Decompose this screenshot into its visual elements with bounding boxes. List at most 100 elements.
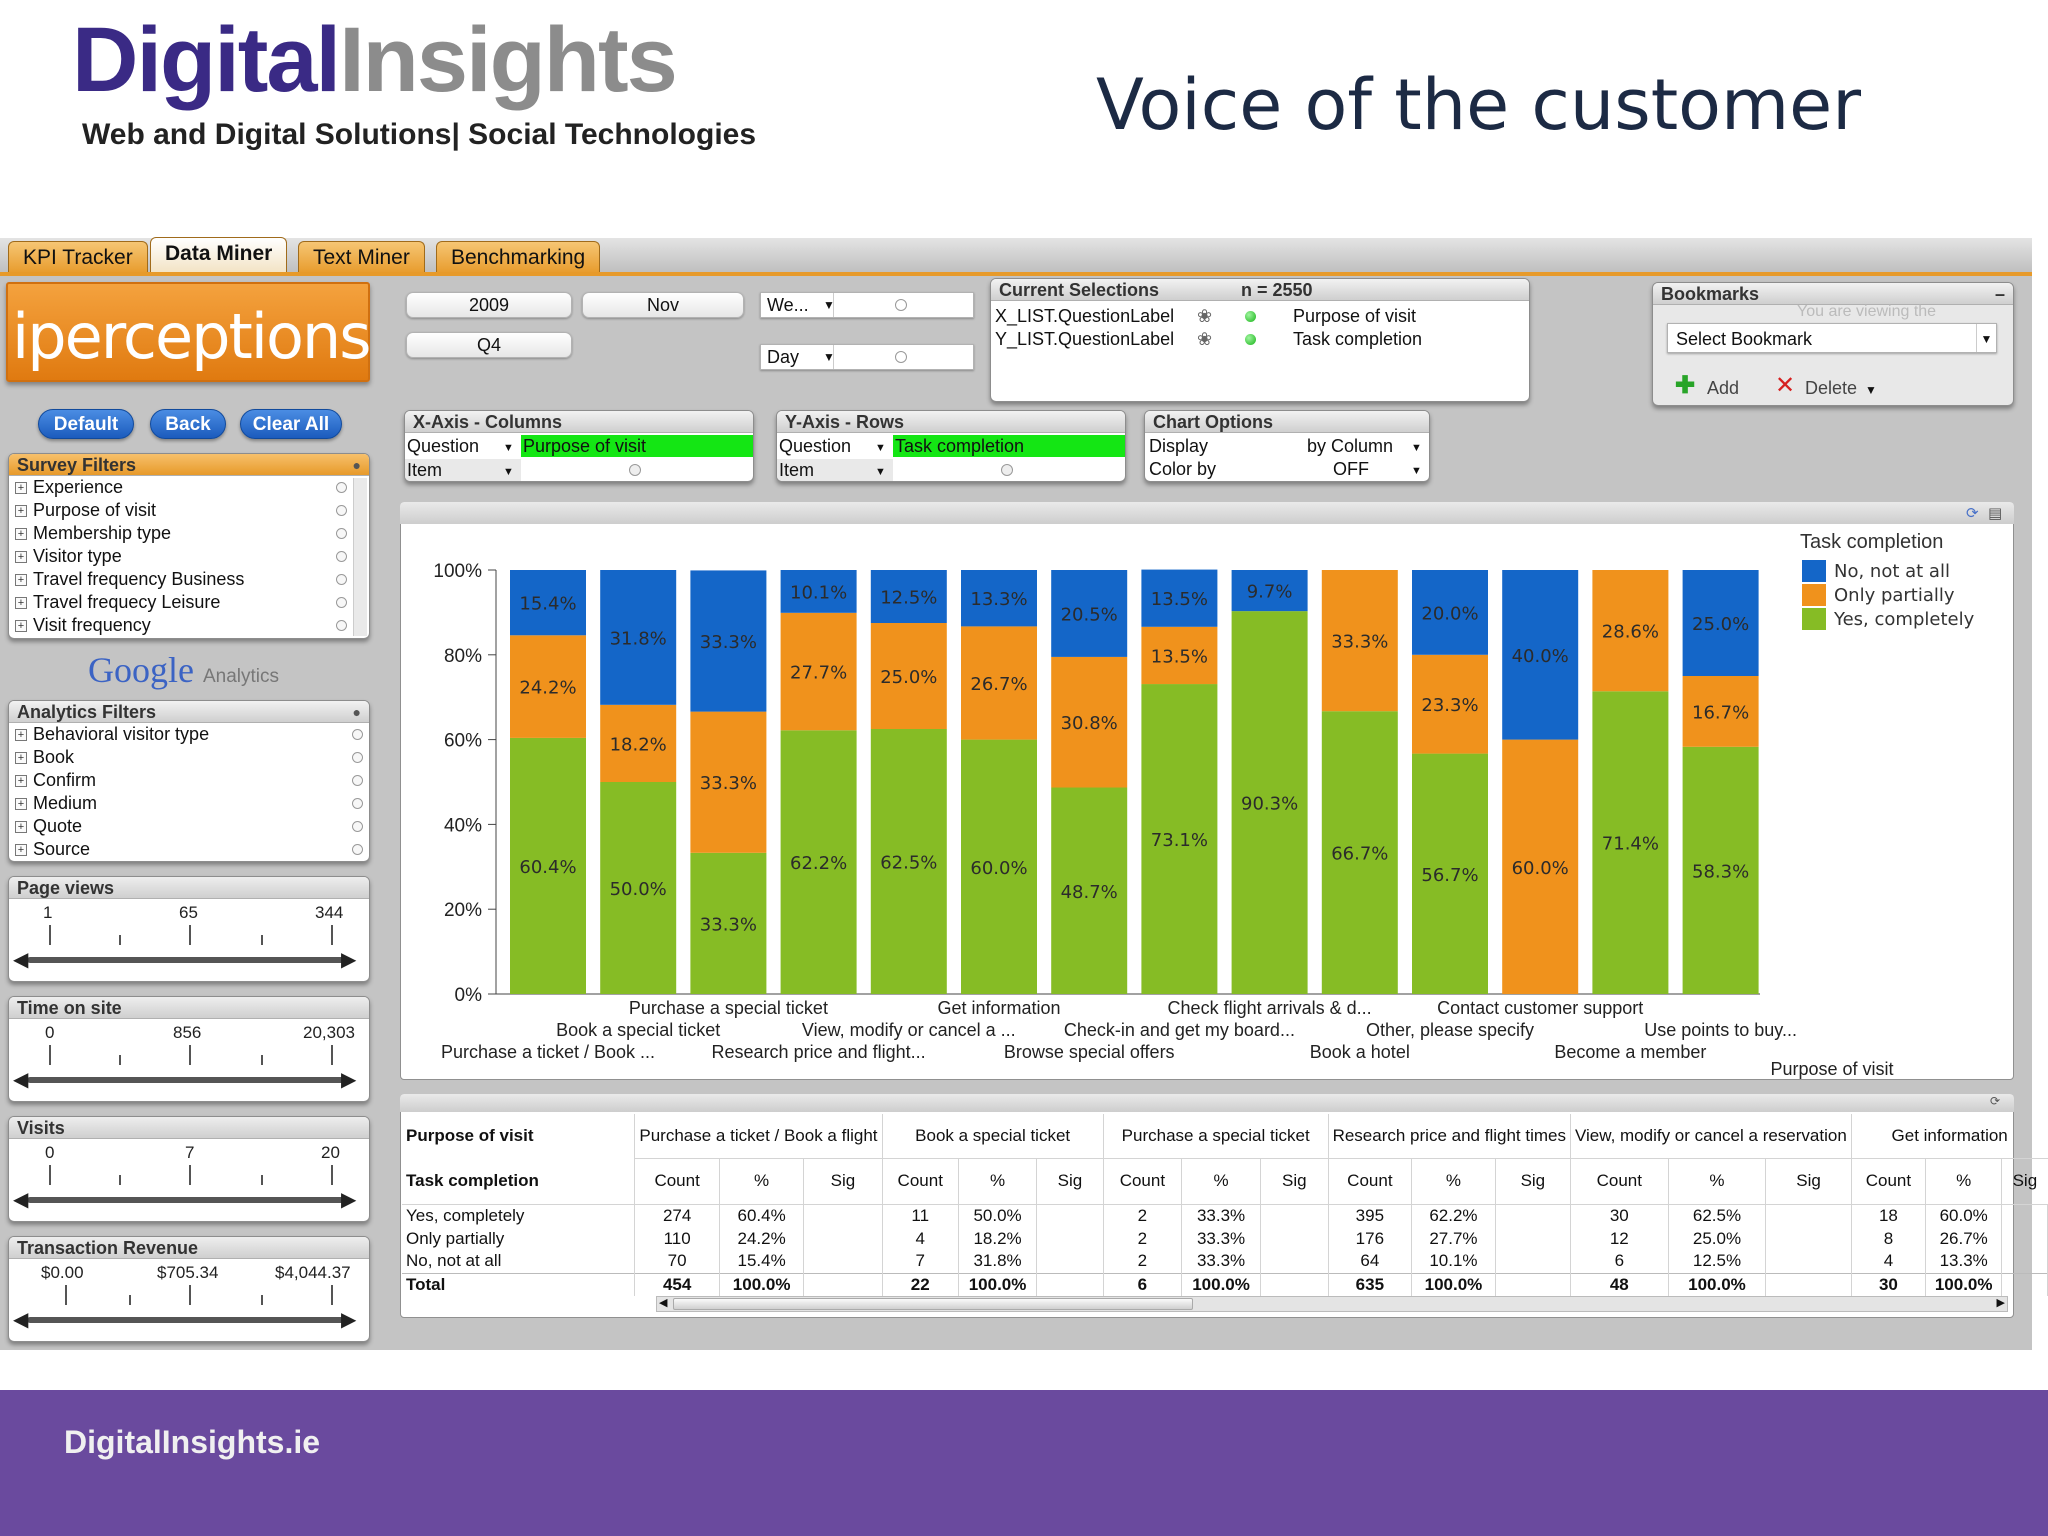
quarter-selector[interactable]: Q4 bbox=[406, 332, 572, 358]
data-label: 60.0% bbox=[1512, 858, 1569, 879]
filter-visitor-type[interactable]: + Visitor type bbox=[9, 545, 369, 568]
filter-source[interactable]: + Source bbox=[9, 838, 369, 861]
month-selector[interactable]: Nov bbox=[582, 292, 744, 318]
slider-right-handle-icon[interactable]: ▶ bbox=[341, 1189, 357, 1211]
x-axis-question-value[interactable]: Purpose of visit bbox=[521, 435, 753, 457]
data-label: 66.7% bbox=[1331, 844, 1388, 865]
filter-membership-type[interactable]: + Membership type bbox=[9, 522, 369, 545]
filter-behavioral-visitor-type[interactable]: + Behavioral visitor type bbox=[9, 723, 369, 746]
expand-icon[interactable]: + bbox=[15, 482, 27, 494]
add-icon[interactable]: ✚ bbox=[1675, 372, 1696, 399]
time-on-site-slider[interactable]: Time on site 0 856 20,303 ◀ ▶ bbox=[8, 996, 370, 1102]
filter-confirm[interactable]: + Confirm bbox=[9, 769, 369, 792]
cell-count: 30 bbox=[1851, 1272, 1927, 1296]
bar-segment bbox=[961, 739, 1037, 994]
slider-right-handle-icon[interactable]: ▶ bbox=[341, 949, 357, 971]
tab-text-miner[interactable]: Text Miner bbox=[298, 241, 425, 274]
year-selector[interactable]: 2009 bbox=[406, 292, 572, 318]
filter-book[interactable]: + Book bbox=[9, 746, 369, 769]
expand-icon[interactable]: + bbox=[15, 620, 27, 632]
export-icon[interactable]: ⟳ bbox=[1966, 504, 1979, 522]
slider-track[interactable] bbox=[27, 1317, 347, 1323]
expand-icon[interactable]: + bbox=[15, 752, 27, 764]
chevron-down-icon[interactable]: ▼ bbox=[503, 442, 514, 454]
filter-travel-frequency-business[interactable]: + Travel frequency Business bbox=[9, 568, 369, 591]
chevron-down-icon[interactable]: ▼ bbox=[1411, 465, 1422, 477]
slider-tick bbox=[331, 1165, 333, 1185]
slider-left-handle-icon[interactable]: ◀ bbox=[13, 949, 29, 971]
color-by-value[interactable]: OFF bbox=[1333, 459, 1369, 479]
filter-purpose-of-visit[interactable]: + Purpose of visit bbox=[9, 499, 369, 522]
bar-segment bbox=[1412, 654, 1488, 754]
expand-icon[interactable]: + bbox=[15, 729, 27, 741]
scroll-right-icon[interactable]: ▶ bbox=[1996, 1296, 2005, 1309]
filter-quote[interactable]: + Quote bbox=[9, 815, 369, 838]
cell-count: 176 bbox=[1328, 1227, 1413, 1250]
print-icon[interactable]: ▤ bbox=[1988, 504, 2003, 522]
filters-scrollbar[interactable] bbox=[353, 478, 367, 636]
delete-icon[interactable]: ✕ bbox=[1775, 372, 1796, 399]
expand-icon[interactable]: + bbox=[15, 844, 27, 856]
expand-icon[interactable]: + bbox=[15, 528, 27, 540]
slider-track[interactable] bbox=[27, 957, 347, 963]
display-value[interactable]: by Column bbox=[1307, 436, 1394, 456]
col-count: Count bbox=[1570, 1158, 1669, 1205]
tab-benchmarking[interactable]: Benchmarking bbox=[436, 241, 601, 274]
week-dropdown[interactable]: We... ▼ bbox=[760, 292, 974, 318]
chevron-down-icon[interactable]: ▼ bbox=[1411, 442, 1422, 454]
slider-left-handle-icon[interactable]: ◀ bbox=[13, 1069, 29, 1091]
data-label: 73.1% bbox=[1151, 830, 1208, 851]
y-axis-question-value[interactable]: Task completion bbox=[893, 435, 1125, 457]
slider-track[interactable] bbox=[27, 1197, 347, 1203]
bookmark-select[interactable]: Select Bookmark ▼ bbox=[1667, 323, 1997, 353]
clear-selection-icon[interactable]: ❀ bbox=[1197, 306, 1213, 326]
chevron-down-icon[interactable]: ▼ bbox=[503, 466, 514, 478]
slider-track[interactable] bbox=[27, 1077, 347, 1083]
collapse-icon[interactable]: ● bbox=[352, 457, 361, 473]
minimize-icon[interactable]: – bbox=[1994, 284, 2005, 304]
cell-count: 12 bbox=[1570, 1227, 1669, 1250]
slider-right-handle-icon[interactable]: ▶ bbox=[341, 1309, 357, 1331]
expand-icon[interactable]: + bbox=[15, 821, 27, 833]
filter-visit-frequency[interactable]: + Visit frequency bbox=[9, 614, 369, 637]
filter-medium[interactable]: + Medium bbox=[9, 792, 369, 815]
expand-icon[interactable]: + bbox=[15, 775, 27, 787]
clear-all-button[interactable]: Clear All bbox=[240, 409, 342, 439]
analytics-filters-title: Analytics Filters ● bbox=[9, 701, 369, 723]
filter-status-icon bbox=[336, 574, 347, 585]
slider-right-handle-icon[interactable]: ▶ bbox=[341, 1069, 357, 1091]
tab-data-miner[interactable]: Data Miner bbox=[150, 237, 288, 274]
add-bookmark-button[interactable]: Add bbox=[1707, 378, 1740, 398]
page-views-slider[interactable]: Page views 1 65 344 ◀ ▶ bbox=[8, 876, 370, 982]
chevron-down-icon[interactable]: ▼ bbox=[875, 466, 886, 478]
transaction-revenue-slider[interactable]: Transaction Revenue $0.00 $705.34 $4,044… bbox=[8, 1236, 370, 1342]
chevron-down-icon[interactable]: ▼ bbox=[875, 442, 886, 454]
slider-left-handle-icon[interactable]: ◀ bbox=[13, 1309, 29, 1331]
day-dropdown[interactable]: Day ▼ bbox=[760, 344, 974, 370]
data-label: 71.4% bbox=[1602, 834, 1659, 855]
tab-kpi-tracker[interactable]: KPI Tracker bbox=[8, 241, 148, 274]
scrollbar-thumb[interactable] bbox=[673, 1298, 1193, 1310]
expand-icon[interactable]: + bbox=[15, 551, 27, 563]
bar-segment bbox=[1502, 570, 1579, 740]
clear-selection-icon[interactable]: ❀ bbox=[1197, 329, 1213, 349]
filter-experience[interactable]: + Experience bbox=[9, 476, 369, 499]
status-circle-icon bbox=[1001, 464, 1013, 476]
slider-left-handle-icon[interactable]: ◀ bbox=[13, 1189, 29, 1211]
expand-icon[interactable]: + bbox=[15, 597, 27, 609]
scroll-left-icon[interactable]: ◀ bbox=[659, 1296, 668, 1309]
visits-slider[interactable]: Visits 0 7 20 ◀ ▶ bbox=[8, 1116, 370, 1222]
delete-bookmark-button[interactable]: Delete bbox=[1805, 378, 1858, 398]
export-icon[interactable]: ⟳ bbox=[1990, 1094, 2001, 1108]
expand-icon[interactable]: + bbox=[15, 574, 27, 586]
table-horizontal-scrollbar[interactable]: ◀ ▶ bbox=[656, 1296, 2008, 1312]
default-button[interactable]: Default bbox=[38, 409, 134, 439]
data-label: 48.7% bbox=[1061, 882, 1118, 903]
expand-icon[interactable]: + bbox=[15, 798, 27, 810]
expand-icon[interactable]: + bbox=[15, 505, 27, 517]
slider-tick bbox=[189, 1285, 191, 1305]
bar-segment bbox=[870, 729, 947, 994]
filter-travel-frequency-leisure[interactable]: + Travel frequecy Leisure bbox=[9, 591, 369, 614]
back-button[interactable]: Back bbox=[150, 409, 226, 439]
collapse-icon[interactable]: ● bbox=[352, 704, 361, 720]
